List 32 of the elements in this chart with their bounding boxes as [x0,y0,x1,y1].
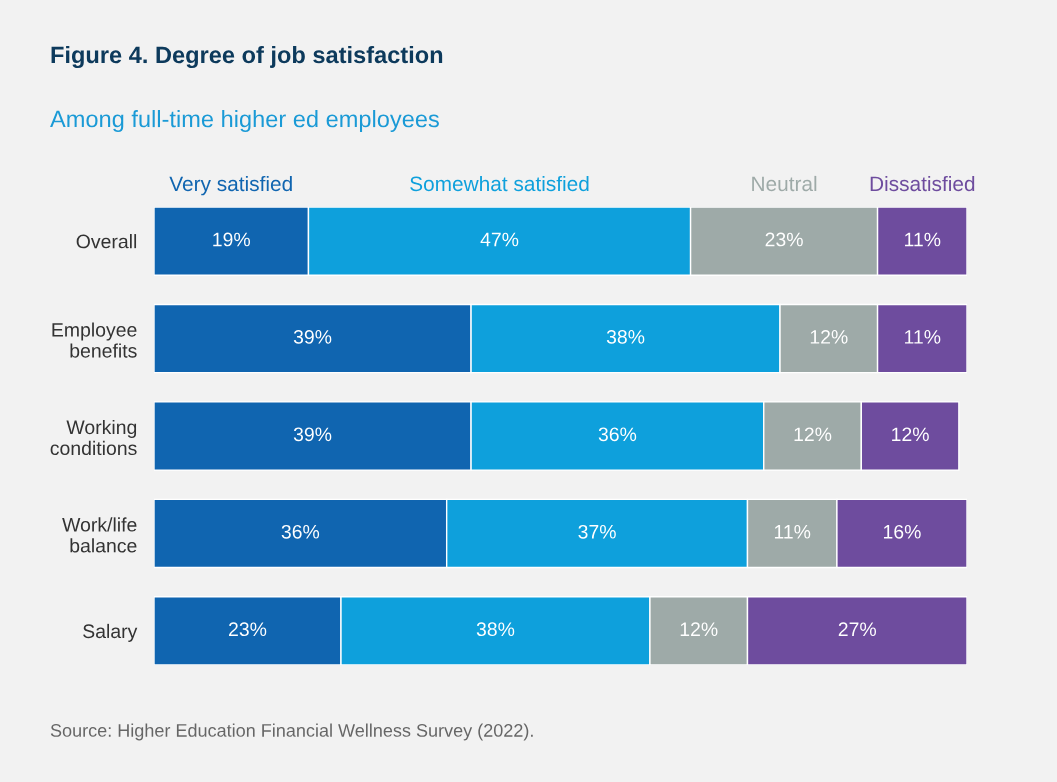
chart-title: Figure 4. Degree of job satisfaction [51,45,443,69]
series-label: Neutral [752,175,817,192]
data-label: 11% [905,330,941,344]
data-label: 23% [229,622,267,637]
data-label: 47% [480,232,519,247]
y-tick-label: Overall [76,234,137,249]
data-label: 38% [476,622,515,637]
data-label: 39% [293,330,332,344]
y-tick-label: Employee benefits [52,322,137,358]
data-label: 12% [794,427,832,442]
data-label: 11% [905,232,941,247]
data-label: 39% [293,427,332,442]
y-tick-label: Salary [83,623,138,642]
data-label: 36% [281,524,320,539]
data-label: 12% [810,330,848,344]
data-label: 16% [883,524,921,539]
data-label: 19% [213,232,250,247]
data-label: 12% [892,427,929,442]
source-note: Source: Higher Education Financial Wellness Survey (2022). [50,723,533,741]
data-label: 37% [578,524,616,539]
data-label: 11% [774,524,811,539]
data-label: 36% [598,427,637,442]
data-label: 12% [680,622,718,637]
data-label: 23% [765,232,803,247]
series-label: Dissatisfied [870,175,975,192]
data-label: 38% [606,330,645,344]
data-label: 27% [838,622,877,637]
series-label: Somewhat satisfied [410,175,589,192]
chart-subtitle: Among full-time higher ed employees [50,110,439,133]
y-tick-label: Working conditions [50,419,137,456]
series-label: Very satisfied [169,175,292,196]
y-tick-label: Work/life balance [62,517,137,553]
